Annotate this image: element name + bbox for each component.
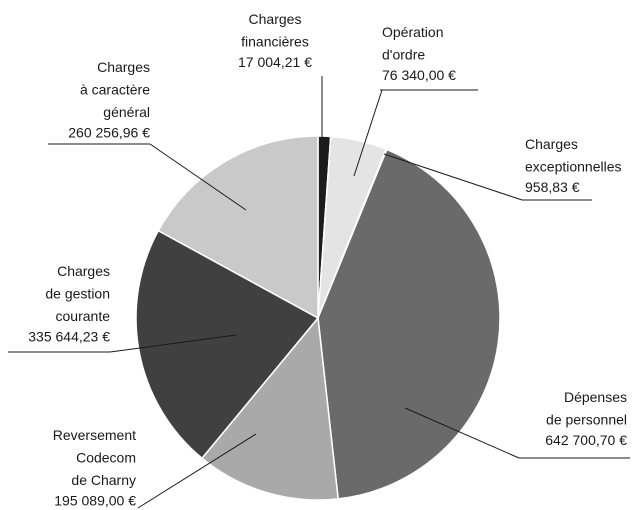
label-line: général — [103, 104, 150, 120]
label-line: courante — [56, 308, 111, 324]
value-label: 335 644,23 € — [28, 328, 110, 344]
leader-line — [109, 334, 237, 353]
slice-label: Opération d'ordre 76 340,00 € — [382, 24, 456, 83]
pie-slice — [135, 229, 320, 460]
label-line: Dépenses — [564, 389, 627, 405]
label-line: d'ordre — [382, 46, 425, 62]
label-line: de Charny — [71, 472, 136, 488]
value-label: 642 700,70 € — [545, 432, 627, 448]
value-label: 195 089,00 € — [54, 492, 136, 508]
label-line: Charges — [249, 11, 302, 27]
slice-label: Reversement Codecom de Charny 195 089,00 € — [53, 427, 136, 509]
label-line: financières — [241, 33, 309, 49]
leader-line — [404, 407, 520, 459]
leader-line — [353, 89, 383, 177]
label-line: Codecom — [76, 449, 136, 465]
slice-label: Charges de gestion courante 335 644,23 € — [28, 263, 110, 345]
pie-slice — [317, 148, 501, 500]
value-label: 76 340,00 € — [382, 67, 456, 83]
leader-line — [383, 153, 523, 201]
label-line: Reversement — [53, 427, 136, 443]
slice-label: Dépenses de personnel 642 700,70 € — [545, 389, 627, 448]
slice-label: Charges exceptionnelles 958,83 € — [525, 136, 622, 195]
slice-label: Charges financières 17 004,21 € — [238, 11, 312, 70]
label-line: exceptionnelles — [525, 158, 622, 174]
label-line: de personnel — [546, 411, 627, 427]
value-label: 958,83 € — [525, 179, 580, 195]
label-line: à caractère — [80, 81, 150, 97]
pie-slice — [200, 316, 339, 501]
pie-slice — [157, 135, 319, 320]
slice-label: Charges à caractère général 260 256,96 € — [68, 59, 150, 141]
label-line: Opération — [382, 24, 443, 40]
value-label: 260 256,96 € — [68, 124, 150, 140]
leader-line — [149, 143, 247, 211]
label-line: Charges — [525, 136, 578, 152]
label-line: de gestion — [45, 285, 110, 301]
label-line: Charges — [97, 59, 150, 75]
leader-line — [137, 433, 257, 509]
value-label: 17 004,21 € — [238, 54, 312, 70]
label-line: Charges — [57, 263, 110, 279]
